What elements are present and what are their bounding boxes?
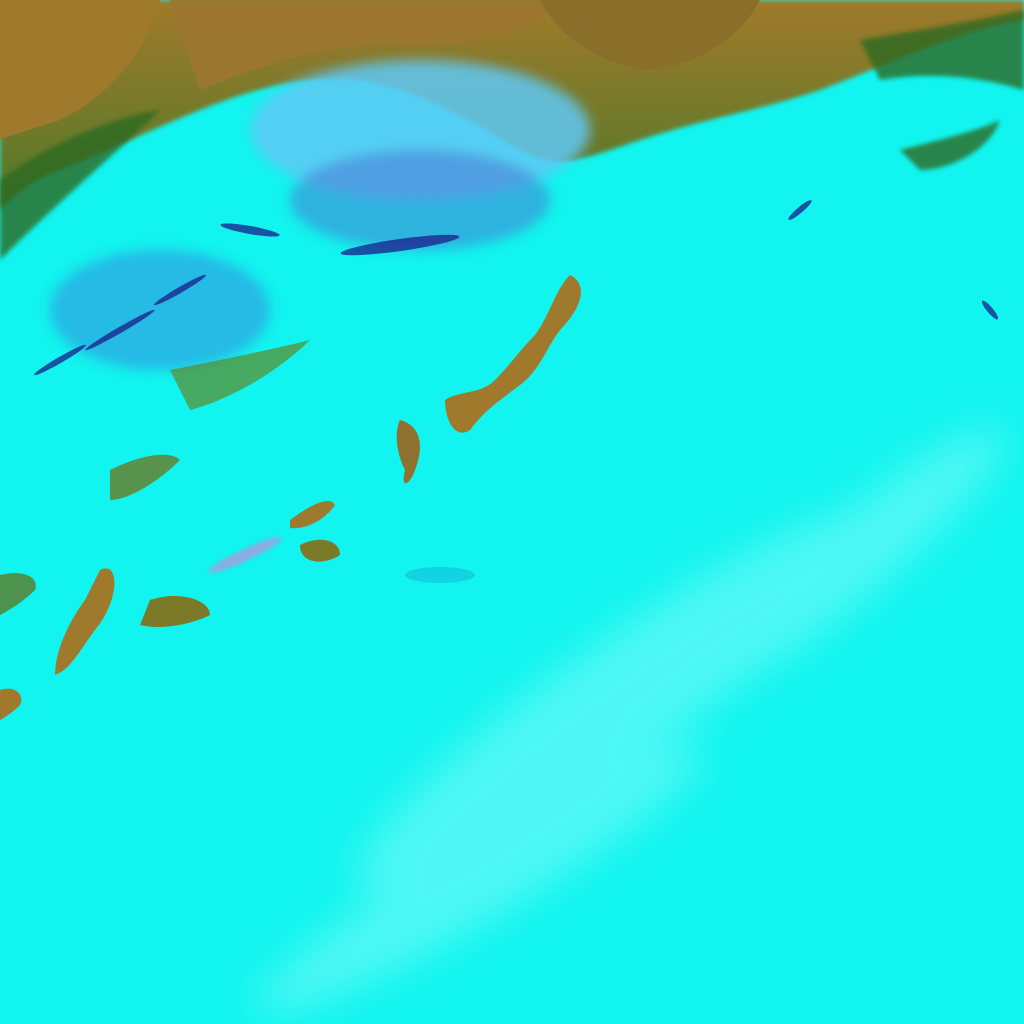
cloud-shadow-specks — [33, 200, 999, 583]
vegetation-streaks — [0, 10, 1024, 260]
light-cloud-streaks — [253, 427, 1006, 1015]
ice-blue-cloud-region — [50, 60, 590, 370]
island-chain — [0, 275, 581, 720]
volcanic-plume — [208, 537, 282, 573]
